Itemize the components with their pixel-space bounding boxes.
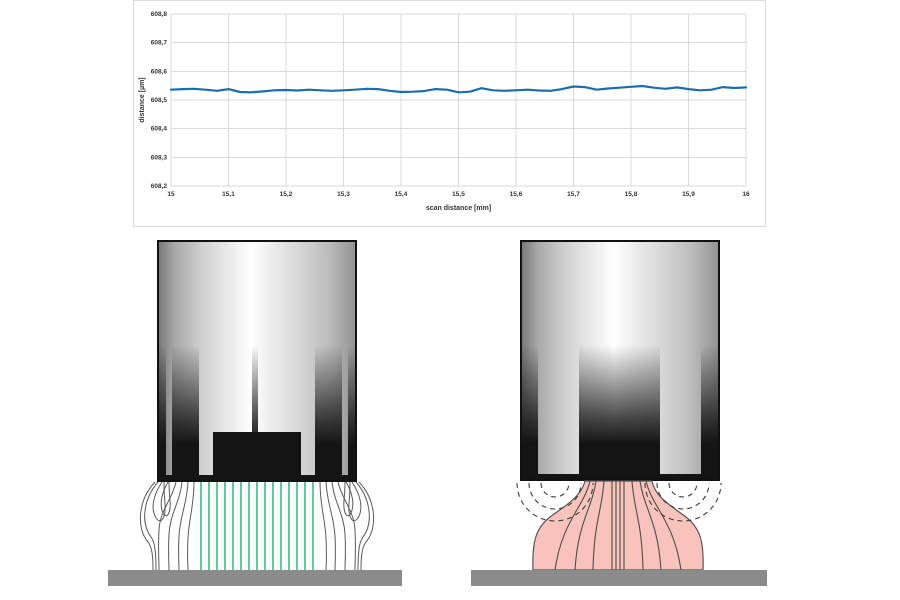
magnetic-field-region	[516, 480, 722, 571]
x-tick-label: 15,5	[452, 191, 465, 198]
coil-dark-band	[701, 345, 718, 479]
electric-field-lines	[139, 481, 375, 571]
x-tick-label: 16	[742, 191, 750, 198]
y-axis-title: distance [µm]	[139, 77, 146, 122]
coil-dark-band	[522, 345, 538, 479]
y-tick-label: 608,2	[151, 183, 168, 190]
x-tick-label: 15,4	[395, 191, 408, 198]
x-tick-label: 15,7	[567, 191, 580, 198]
measurement-chart-card: 15 15,1 15,2 15,3 15,4 15,5 15,6 15,7 15,8 15,9 16…	[133, 0, 766, 227]
x-tick-label: 15,2	[280, 191, 293, 198]
target-plate	[108, 570, 402, 586]
y-tick-label: 608,5	[151, 97, 168, 104]
y-tick-label: 608,8	[151, 11, 168, 18]
sensor-face	[159, 475, 355, 480]
sensor-face	[522, 474, 718, 479]
y-tick-label: 608,4	[151, 126, 168, 133]
electrode-dark-band	[315, 345, 342, 480]
center-electrode-block	[213, 432, 301, 480]
center-electrode-stem	[252, 345, 258, 480]
capacitive-sensor-body	[157, 240, 357, 482]
y-tick-label: 608,7	[151, 40, 168, 47]
eddy-current-sensor-body	[520, 240, 720, 481]
data-line	[169, 84, 748, 94]
x-tick-label: 15,3	[337, 191, 350, 198]
magnetic-field-lines	[554, 480, 682, 571]
coil-core-dark-band	[579, 345, 660, 479]
scan-distance-chart: 15 15,1 15,2 15,3 15,4 15,5 15,6 15,7 15,8 15,9 16…	[139, 11, 750, 212]
electrode-dark-band	[159, 345, 166, 480]
stray-field-dashed-arcs	[516, 482, 722, 522]
y-tick-label: 608,6	[151, 68, 168, 75]
electrode-dark-band	[172, 345, 199, 480]
x-tick-label: 15,1	[222, 191, 235, 198]
y-tick-label: 608,3	[151, 154, 168, 161]
electrode-dark-band	[348, 345, 355, 480]
fringe-field-lines-left	[139, 481, 195, 571]
target-plate	[471, 570, 767, 586]
homogeneous-field-lines	[200, 482, 314, 570]
x-tick-label: 15,8	[625, 191, 638, 198]
fringe-field-lines-right	[319, 481, 375, 571]
x-tick-label: 15,6	[510, 191, 523, 198]
x-tick-label: 15,9	[682, 191, 695, 198]
x-axis-title: scan distance [mm]	[426, 205, 491, 212]
magnetic-field-blob	[532, 480, 704, 571]
x-tick-label: 15	[167, 191, 175, 198]
